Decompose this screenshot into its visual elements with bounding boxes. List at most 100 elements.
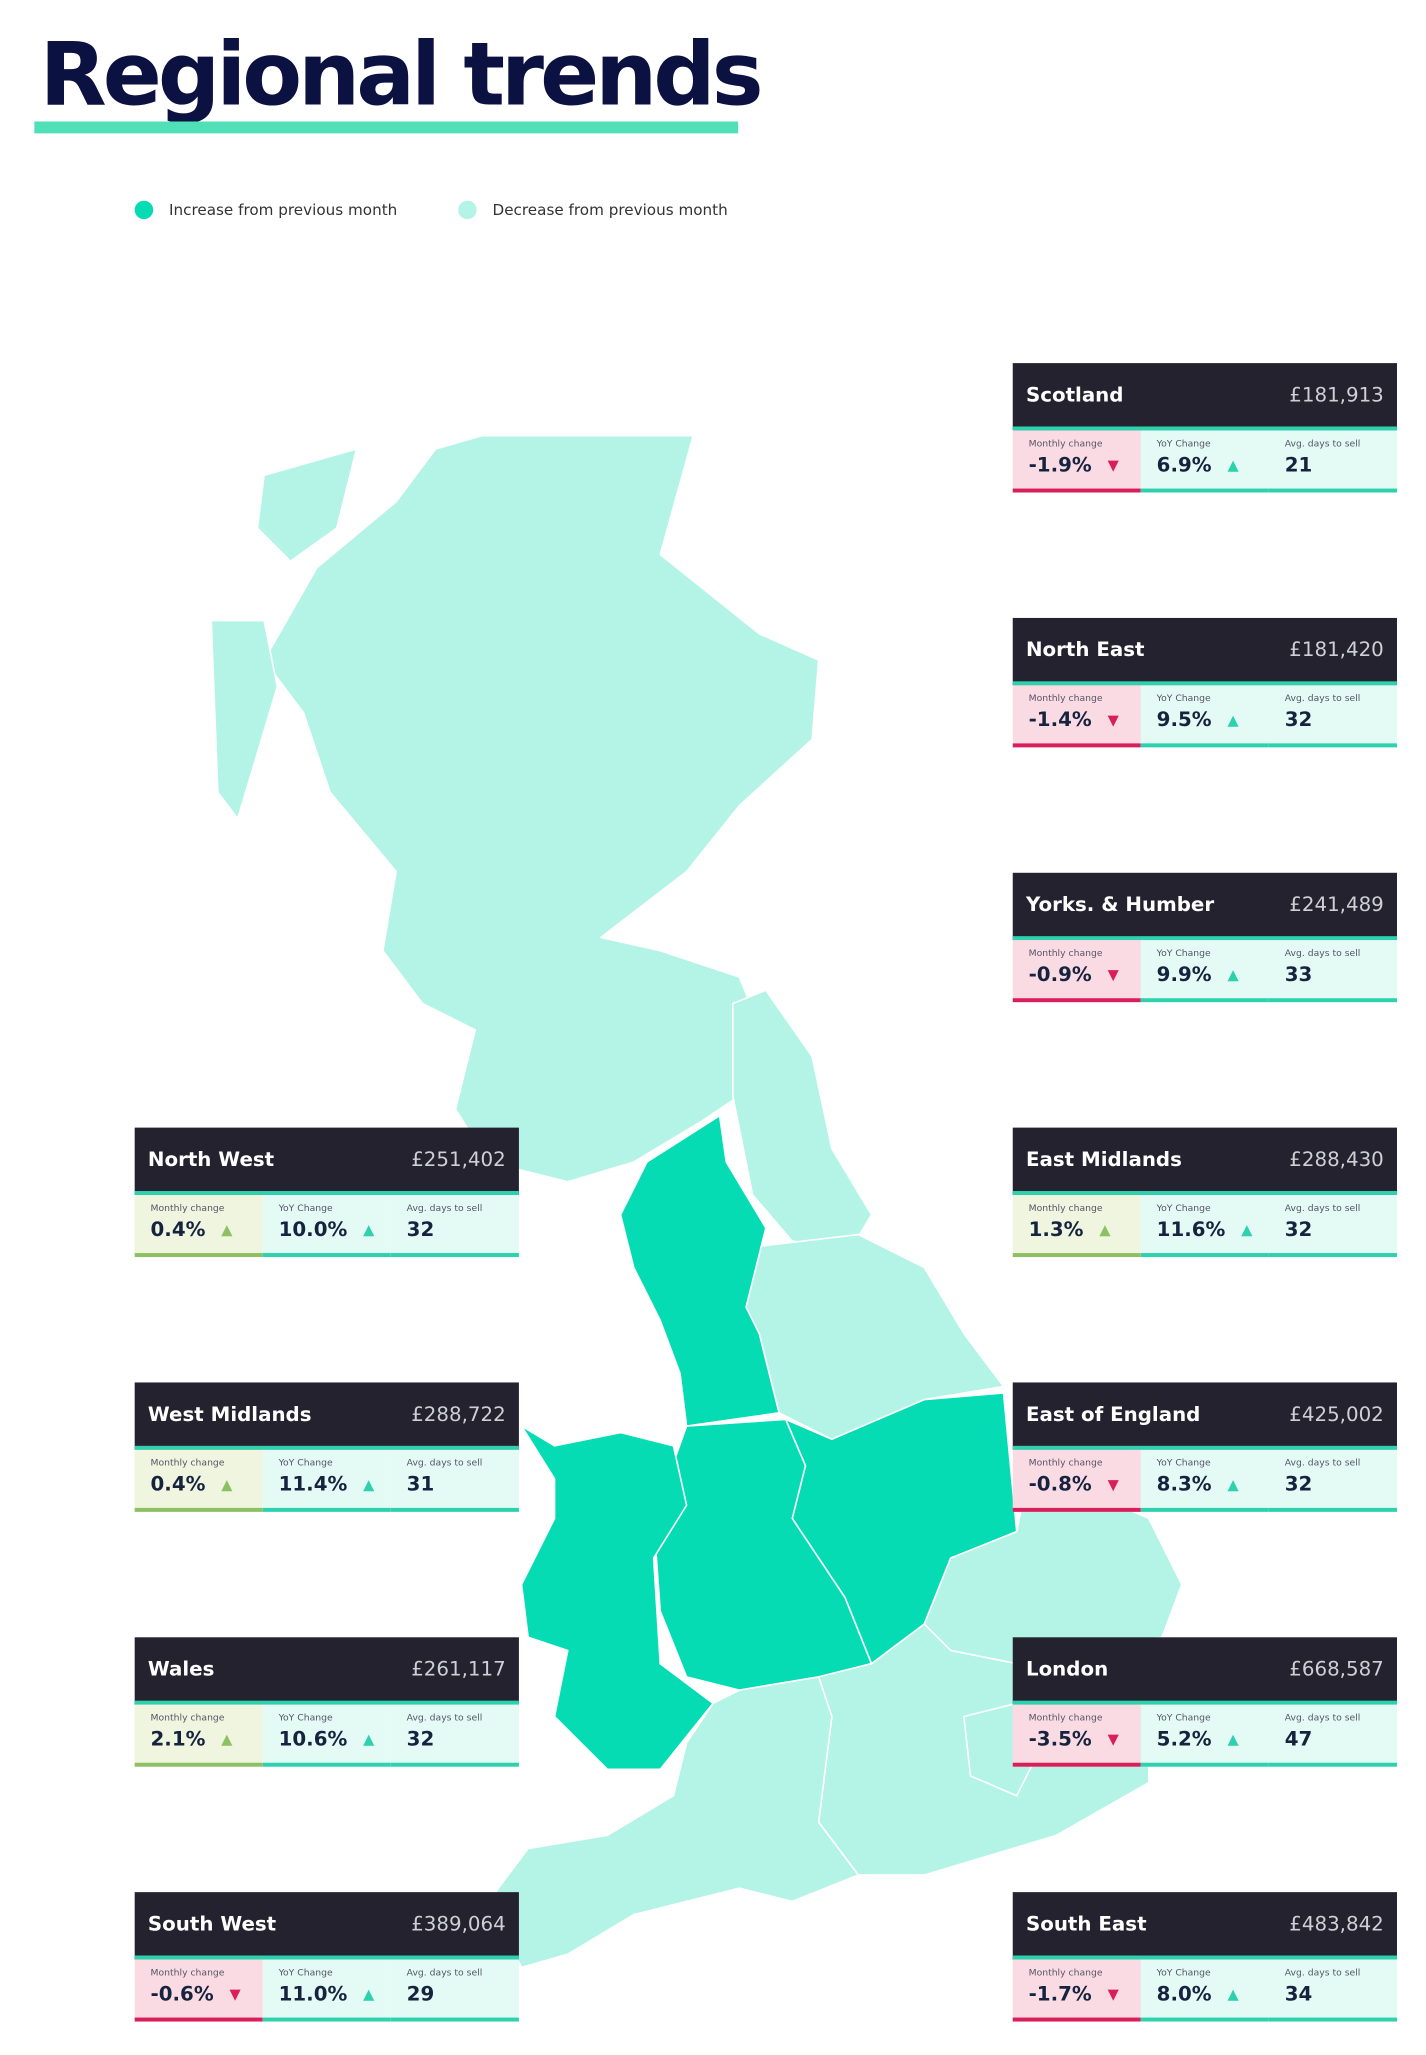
region-card-london: London £668,587 Monthly change -3.5% ▼ Y… (1012, 1637, 1397, 1770)
days-to-sell-cell: Avg. days to sell 34 (1268, 1959, 1397, 2022)
yoy-change-label: YoY Change (278, 1712, 333, 1724)
triangle-up-icon: ▲ (1227, 1730, 1239, 1748)
monthly-change-cell: Monthly change -0.9% ▼ (1012, 940, 1141, 1003)
triangle-up-icon: ▲ (1227, 456, 1239, 474)
card-stats: Monthly change -0.6% ▼ YoY Change 11.0% … (134, 1959, 519, 2022)
average-price: £288,430 (1289, 1147, 1384, 1172)
card-stats: Monthly change 0.4% ▲ YoY Change 10.0% ▲… (134, 1194, 519, 1258)
triangle-up-icon: ▲ (1227, 1475, 1239, 1493)
days-to-sell-label: Avg. days to sell (406, 1712, 483, 1724)
days-to-sell-label: Avg. days to sell (406, 1457, 483, 1469)
monthly-change-cell: Monthly change 2.1% ▲ (134, 1704, 263, 1767)
triangle-up-icon: ▲ (1099, 1220, 1111, 1238)
monthly-change-label: Monthly change (150, 1202, 225, 1214)
legend-item-increase: Increase from previous month (134, 200, 398, 220)
monthly-change-value: -1.4% (1028, 707, 1092, 732)
triangle-down-icon: ▼ (1107, 1730, 1119, 1748)
monthly-change-label: Monthly change (150, 1457, 225, 1469)
region-card-south-west: South West £389,064 Monthly change -0.6%… (134, 1892, 519, 2025)
yoy-change-value: 8.0% (1156, 1981, 1212, 2006)
triangle-down-icon: ▼ (1107, 1475, 1119, 1493)
region-name: East Midlands (1025, 1147, 1182, 1172)
monthly-change-value: -1.7% (1028, 1981, 1092, 2006)
monthly-change-label: Monthly change (1028, 948, 1103, 959)
region-name: North West (147, 1147, 275, 1172)
average-price: £181,420 (1289, 637, 1384, 662)
yoy-change-value: 9.5% (1156, 707, 1212, 732)
yoy-change-label: YoY Change (278, 1457, 333, 1469)
triangle-up-icon: ▲ (221, 1220, 233, 1238)
map-region-north-east (732, 989, 873, 1249)
average-price: £425,002 (1289, 1402, 1384, 1427)
title-underline (34, 121, 739, 134)
triangle-up-icon: ▲ (221, 1730, 233, 1748)
region-card-west-midlands: West Midlands £288,722 Monthly change 0.… (134, 1382, 519, 1515)
monthly-change-cell: Monthly change 0.4% ▲ (134, 1194, 263, 1258)
region-name: East of England (1025, 1402, 1201, 1427)
card-stats: Monthly change 2.1% ▲ YoY Change 10.6% ▲… (134, 1704, 519, 1767)
legend-label: Increase from previous month (169, 200, 398, 220)
region-card-scotland: Scotland £181,913 Monthly change -1.9% ▼… (1012, 363, 1397, 496)
region-name: West Midlands (147, 1402, 312, 1427)
card-stats: Monthly change -0.9% ▼ YoY Change 9.9% ▲… (1012, 940, 1397, 1003)
map-region-south-west (487, 1676, 860, 1969)
yoy-change-value: 10.6% (278, 1727, 348, 1751)
monthly-change-label: Monthly change (1028, 438, 1103, 449)
monthly-change-label: Monthly change (1028, 1967, 1103, 1978)
days-to-sell-cell: Avg. days to sell 21 (1268, 430, 1397, 493)
monthly-change-label: Monthly change (1028, 1457, 1103, 1469)
days-to-sell-label: Avg. days to sell (406, 1967, 483, 1978)
days-to-sell-value: 33 (1284, 962, 1313, 987)
average-price: £483,842 (1289, 1911, 1384, 1936)
days-to-sell-cell: Avg. days to sell 47 (1268, 1704, 1397, 1767)
triangle-up-icon: ▲ (363, 1730, 375, 1748)
triangle-down-icon: ▼ (1107, 456, 1119, 474)
yoy-change-cell: YoY Change 11.6% ▲ (1140, 1194, 1269, 1258)
card-header: East Midlands £288,430 (1012, 1127, 1397, 1195)
yoy-change-cell: YoY Change 10.6% ▲ (262, 1704, 391, 1767)
card-header: East of England £425,002 (1012, 1382, 1397, 1450)
monthly-change-label: Monthly change (1028, 693, 1103, 704)
yoy-change-label: YoY Change (1156, 438, 1211, 449)
monthly-change-value: 0.4% (150, 1472, 206, 1497)
days-to-sell-cell: Avg. days to sell 29 (390, 1959, 519, 2022)
region-card-east-midlands: East Midlands £288,430 Monthly change 1.… (1012, 1127, 1397, 1261)
map-region-scotland (263, 434, 820, 1183)
region-name: Yorks. & Humber (1025, 892, 1215, 917)
card-header: Scotland £181,913 (1012, 363, 1397, 431)
yoy-change-label: YoY Change (1156, 948, 1211, 959)
monthly-change-cell: Monthly change -3.5% ▼ (1012, 1704, 1141, 1767)
triangle-up-icon: ▲ (221, 1475, 233, 1493)
monthly-change-label: Monthly change (150, 1967, 225, 1978)
region-card-wales: Wales £261,117 Monthly change 2.1% ▲ YoY… (134, 1637, 519, 1770)
map-island-hebrides (210, 619, 279, 820)
card-stats: Monthly change -1.4% ▼ YoY Change 9.5% ▲… (1012, 685, 1397, 748)
card-stats: Monthly change -3.5% ▼ YoY Change 5.2% ▲… (1012, 1704, 1397, 1767)
yoy-change-cell: YoY Change 11.4% ▲ (262, 1449, 391, 1512)
triangle-up-icon: ▲ (1227, 1985, 1239, 2003)
days-to-sell-cell: Avg. days to sell 31 (390, 1449, 519, 1512)
days-to-sell-value: 31 (406, 1472, 435, 1497)
card-header: Wales £261,117 (134, 1637, 519, 1705)
monthly-change-cell: Monthly change -1.4% ▼ (1012, 685, 1141, 748)
legend-label: Decrease from previous month (492, 200, 728, 220)
yoy-change-value: 11.0% (278, 1981, 348, 2006)
yoy-change-label: YoY Change (278, 1202, 333, 1214)
days-to-sell-value: 34 (1284, 1981, 1313, 2006)
monthly-change-cell: Monthly change 1.3% ▲ (1012, 1194, 1141, 1258)
card-stats: Monthly change -1.9% ▼ YoY Change 6.9% ▲… (1012, 430, 1397, 493)
region-name: Wales (147, 1657, 215, 1681)
triangle-down-icon: ▼ (229, 1985, 241, 2003)
days-to-sell-value: 32 (406, 1727, 435, 1751)
monthly-change-value: -3.5% (1028, 1727, 1092, 1751)
average-price: £288,722 (411, 1402, 506, 1427)
monthly-change-cell: Monthly change -1.9% ▼ (1012, 430, 1141, 493)
days-to-sell-label: Avg. days to sell (406, 1202, 483, 1214)
page-title: Regional trends (39, 23, 764, 126)
map-island-skye (256, 448, 358, 562)
card-header: North West £251,402 (134, 1127, 519, 1195)
average-price: £251,402 (411, 1147, 506, 1172)
days-to-sell-label: Avg. days to sell (1284, 1712, 1361, 1724)
